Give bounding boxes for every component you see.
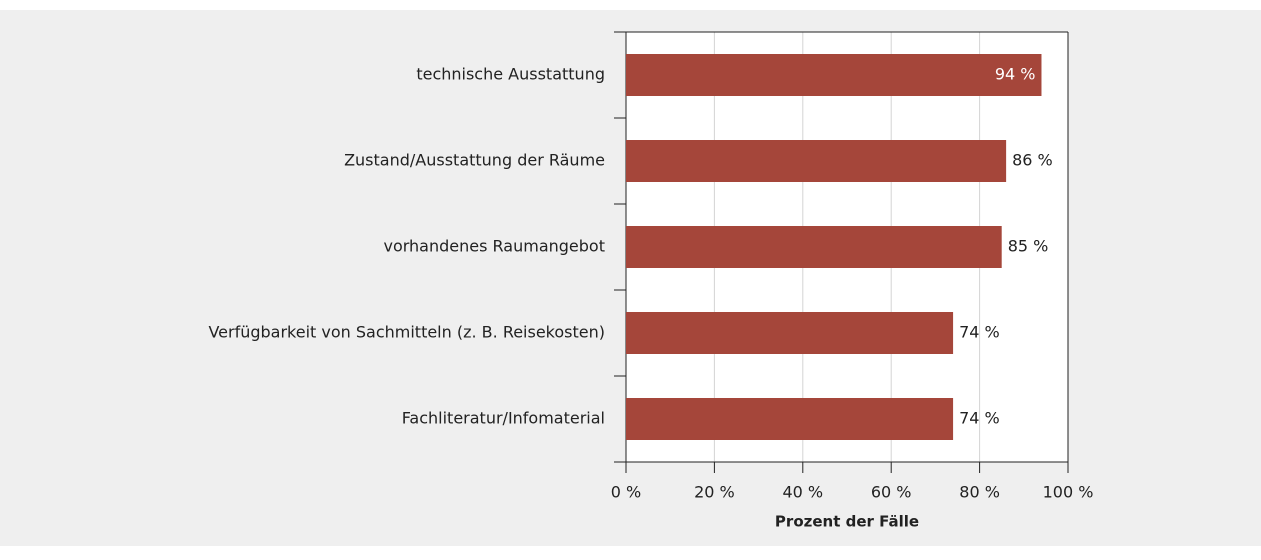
x-tick-label: 20 %: [694, 483, 735, 502]
x-tick-label: 80 %: [959, 483, 1000, 502]
bar: [626, 140, 1007, 182]
bar: [626, 226, 1002, 268]
value-label: 85 %: [1008, 237, 1049, 256]
y-tick-label: Fachliteratur/Infomaterial: [402, 409, 605, 428]
y-tick-label: technische Ausstattung: [416, 65, 605, 84]
x-tick-label: 40 %: [782, 483, 823, 502]
x-tick-label: 60 %: [871, 483, 912, 502]
y-tick-label: Zustand/Ausstattung der Räume: [344, 151, 605, 170]
bar: [626, 312, 954, 354]
y-tick-label: Verfügbarkeit von Sachmitteln (z. B. Rei…: [208, 323, 605, 342]
y-tick-label: vorhandenes Raumangebot: [383, 237, 605, 256]
value-label: 74 %: [959, 409, 1000, 428]
value-label: 74 %: [959, 323, 1000, 342]
value-label: 86 %: [1012, 151, 1053, 170]
x-tick-label: 0 %: [611, 483, 641, 502]
x-tick-label: 100 %: [1043, 483, 1094, 502]
bar: [626, 398, 954, 440]
x-axis-label: Prozent der Fälle: [775, 513, 919, 531]
value-label: 94 %: [995, 65, 1036, 84]
bar: [626, 54, 1042, 96]
